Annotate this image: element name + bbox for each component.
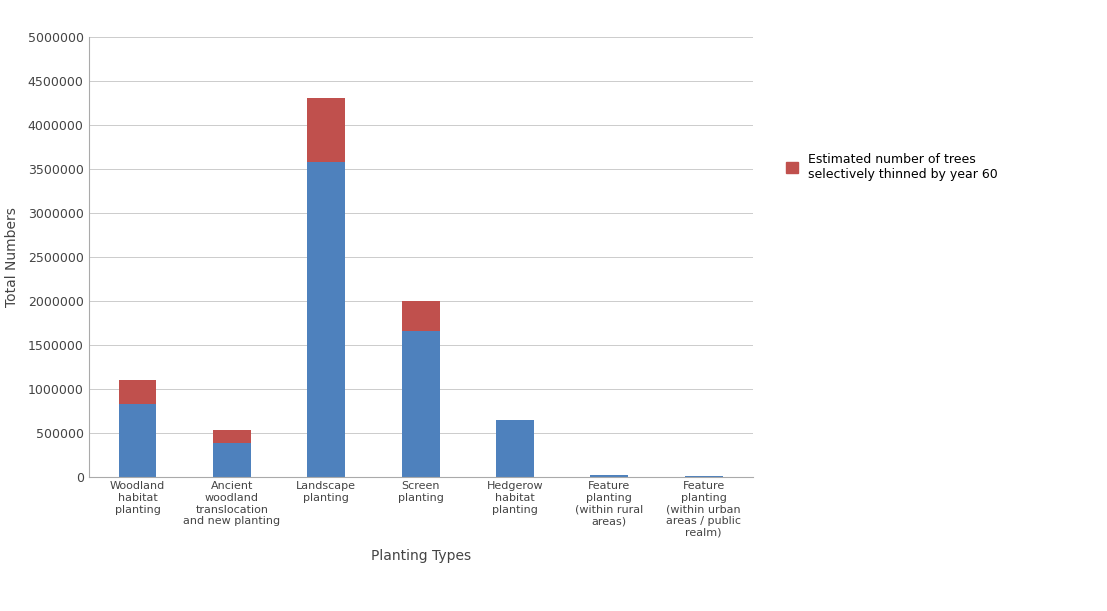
Bar bbox=[308, 161, 345, 477]
Y-axis label: Total Numbers: Total Numbers bbox=[6, 207, 19, 307]
X-axis label: Planting Types: Planting Types bbox=[371, 549, 470, 563]
Legend: Estimated number of trees
selectively thinned by year 60: Estimated number of trees selectively th… bbox=[786, 153, 997, 181]
Bar bbox=[213, 430, 251, 443]
Bar bbox=[496, 420, 534, 477]
Bar bbox=[118, 404, 156, 477]
Bar bbox=[590, 475, 628, 477]
Bar bbox=[118, 380, 156, 404]
Bar bbox=[308, 98, 345, 161]
Bar bbox=[402, 301, 439, 331]
Bar bbox=[213, 443, 251, 477]
Bar bbox=[402, 331, 439, 477]
